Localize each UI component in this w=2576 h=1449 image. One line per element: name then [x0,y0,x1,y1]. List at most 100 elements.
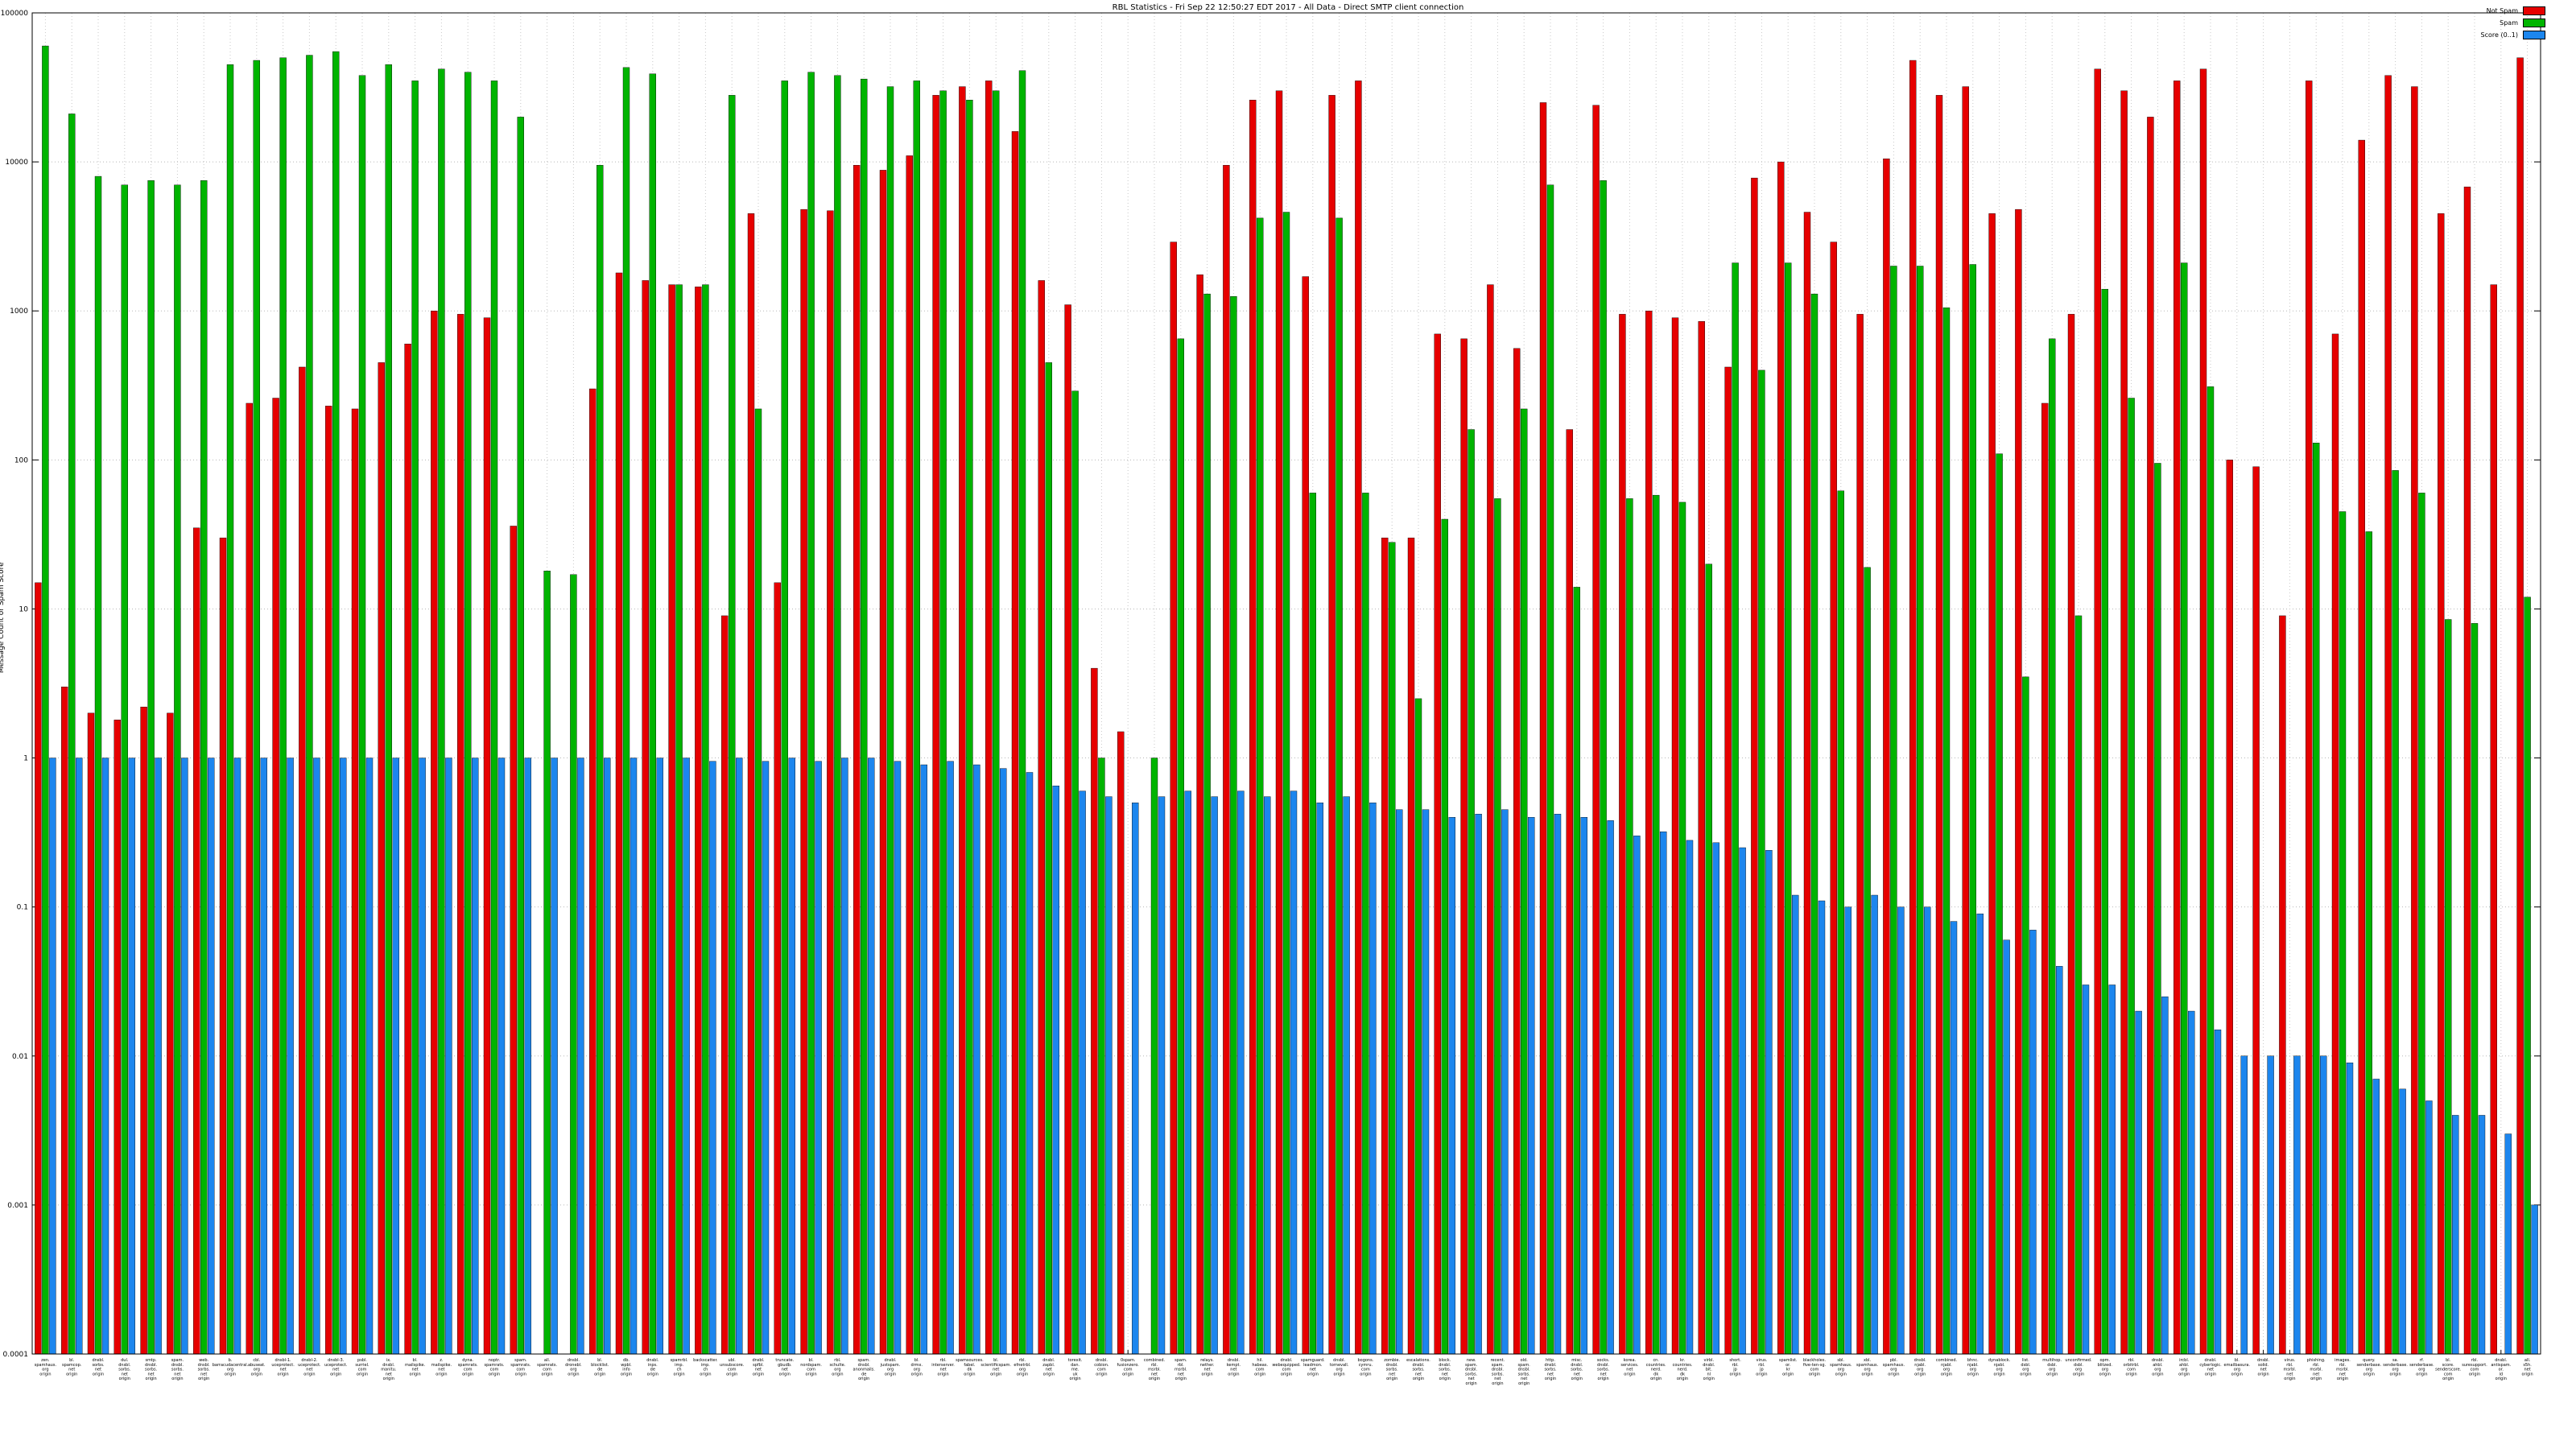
bar-score-0-1- [551,758,558,1355]
x-tick-label: sbl. spamhaus. org origin [1830,1358,1852,1377]
bar-not-spam [1038,280,1046,1355]
bar-not-spam [747,213,755,1355]
bar-score-0-1- [49,758,56,1355]
x-tick-label: spamrbl. imp. ch origin [671,1358,688,1377]
bar-not-spam [1223,165,1230,1355]
bar-spam [2312,443,2320,1355]
bar-spam [279,57,287,1355]
x-tick-label: block. dnsbl. sorbs. net origin [1439,1358,1451,1381]
bar-score-0-1- [1686,840,1694,1355]
x-tick-label: bl. score. senderscore. com origin [2435,1358,2462,1381]
bar-score-0-1- [419,758,426,1355]
bar-spam [2101,288,2109,1355]
bar-score-0-1- [1105,796,1113,1355]
y-tick-label: 0.0001 [3,1351,29,1359]
bar-spam [1916,266,1924,1355]
x-tick-label: combined. rbl. msrbl. net origin [1144,1358,1166,1381]
x-tick-label: bl. mailspike. net origin [405,1358,426,1377]
bar-not-spam [2094,68,2102,1355]
bar-not-spam [1803,212,1811,1355]
bar-spam [675,284,683,1355]
x-tick-label: spamguard. leadmon. net origin [1301,1358,1325,1377]
bar-spam [570,574,577,1355]
bar-score-0-1- [155,758,162,1355]
bar-not-spam [642,280,649,1355]
x-tick-label: web. dnsbl. sorbs. net origin [198,1358,211,1381]
x-tick-label: virus. rbl. msrbl. net origin [2284,1358,2297,1381]
bar-score-0-1- [1501,809,1509,1355]
bar-not-spam [1883,158,1890,1355]
bar-score-0-1- [1871,894,1878,1355]
bar-not-spam [1355,80,1362,1355]
y-axis-label: Message Count or Spam Score [0,562,6,674]
x-tick-label: rbl. interserver. net origin [931,1358,955,1377]
bar-not-spam [1196,275,1203,1355]
x-tick-label: bhnc. njabl. org origin [1967,1358,1979,1377]
legend-entry-score: Score (0..1) [2481,31,2545,39]
x-tick-label: dnsbl. webequipped. com origin [1272,1358,1301,1377]
bar-spam [1150,758,1158,1355]
bar-score-0-1- [2478,1115,2486,1355]
x-tick-label: b. barracudacentral. org origin [213,1358,249,1377]
bar-score-0-1- [736,758,743,1355]
bar-not-spam [2252,466,2260,1355]
bar-score-0-1- [1739,847,1746,1355]
bar-score-0-1- [1554,814,1562,1355]
bar-spam [2339,511,2347,1355]
bar-spam [834,75,841,1355]
bar-spam [649,73,656,1355]
bar-spam [1414,698,1422,1355]
x-tick-label: ircbl. ahbl. org origin [2178,1358,2190,1377]
x-tick-label: spamlist. or. kr origin [1779,1358,1798,1377]
bar-score-0-1- [445,758,452,1355]
x-tick-label: dnsbl. justspam. org origin [880,1358,901,1377]
bar-score-0-1- [947,761,954,1355]
bar-score-0-1- [392,758,399,1355]
bar-not-spam [2411,86,2418,1355]
x-tick-label: bl. nordspam. com origin [800,1358,822,1377]
bar-score-0-1- [630,758,638,1355]
x-tick-label: truncate. gbudb. net origin [775,1358,794,1377]
x-tick-label: phishing. rbl. msrbl. net origin [2307,1358,2326,1381]
bar-score-0-1- [1290,791,1298,1355]
bar-spam [913,80,921,1355]
x-tick-label: ix. dnsbl. manitu. net origin [381,1358,397,1381]
bar-not-spam [1751,177,1758,1355]
bar-score-0-1- [2214,1029,2222,1355]
bar-spam [147,180,155,1355]
x-tick-label: bl. emailbasura. org origin [2224,1358,2251,1377]
y-tick-label: 1 [23,755,28,763]
bar-spam [807,72,815,1355]
x-tick-label: bl. scientificspam. net origin [980,1358,1011,1377]
bar-score-0-1- [1580,817,1588,1355]
x-tick-label: zen. spamhaus. org origin [35,1358,57,1377]
x-tick-label: spamsources. fabel. dk origin [956,1358,984,1377]
bar-score-0-1- [2346,1063,2354,1355]
legend-entry-spam: Spam [2481,19,2545,27]
bar-spam [1996,453,2003,1355]
bar-spam [174,184,181,1355]
bar-spam [2524,597,2531,1355]
bar-score-0-1- [1026,772,1034,1355]
x-tick-label: noptr. spamrats. com origin [485,1358,505,1377]
y-tick-label: 1000 [10,308,28,316]
bar-spam [2128,398,2135,1355]
bar-spam [1758,369,1765,1355]
bar-spam [226,64,234,1355]
x-tick-label: zombie. dnsbl. sorbs. net origin [1384,1358,1400,1381]
bar-not-spam [959,86,966,1355]
bar-spam [860,78,868,1355]
bar-score-0-1- [2399,1088,2406,1355]
bar-not-spam [827,210,834,1355]
bar-score-0-1- [1527,817,1535,1355]
bar-spam [543,570,551,1355]
bar-score-0-1- [75,758,83,1355]
bar-not-spam [2199,68,2207,1355]
bar-spam [385,64,392,1355]
bar-not-spam [1830,242,1838,1355]
bar-spam [1441,518,1449,1355]
bar-score-0-1- [973,764,980,1355]
x-tick-label: cn. countries. nerd. dk origin [1646,1358,1666,1381]
y-tick-label: 0.1 [17,904,28,912]
x-tick-label: dnsbl. dronebl. org origin [565,1358,582,1377]
